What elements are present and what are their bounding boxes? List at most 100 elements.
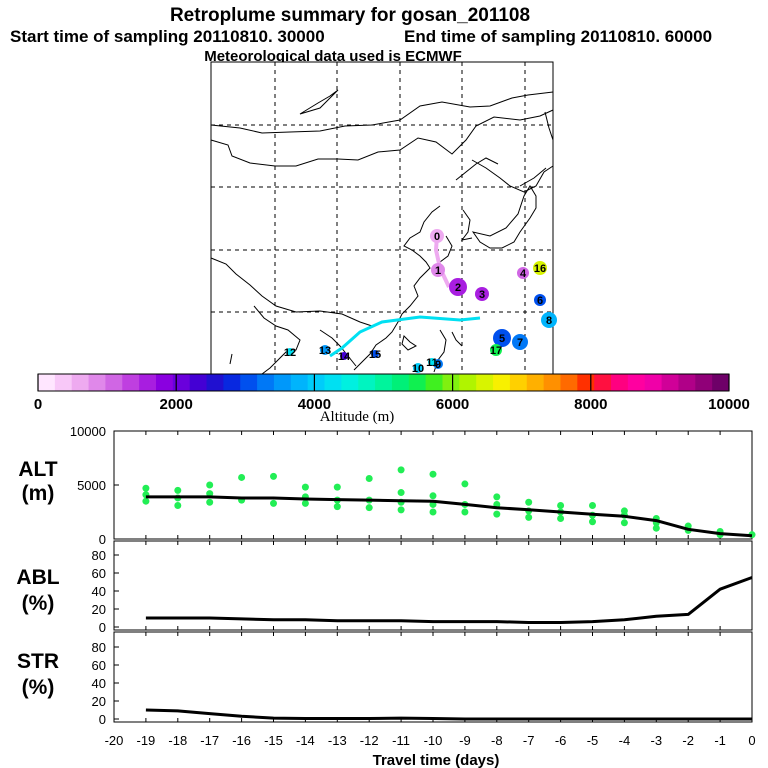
altitude-scatter-point bbox=[206, 498, 214, 506]
altitude-scatter-point bbox=[174, 502, 182, 510]
met-data-label: Meteorological data used is ECMWF bbox=[204, 48, 462, 65]
map-point-8: 8 bbox=[541, 312, 557, 328]
map-point-marker bbox=[541, 312, 557, 328]
figure-title: Retroplume summary for gosan_201108 bbox=[170, 5, 530, 26]
colorbar-swatch bbox=[611, 374, 629, 391]
map-point-4: 4 bbox=[517, 267, 529, 280]
y-tick-label: 40 bbox=[92, 676, 106, 691]
abl-panel: 0 20 40 60 80 bbox=[92, 540, 753, 635]
colorbar-swatch bbox=[493, 374, 511, 391]
x-tick-label: -11 bbox=[392, 733, 410, 748]
trajectory-path-upper bbox=[433, 235, 451, 288]
alt-panel: 0 5000 10000 bbox=[70, 424, 756, 547]
map-point-2: 2 bbox=[449, 278, 467, 296]
map-point-label: 9 bbox=[435, 359, 441, 371]
colorbar-swatch bbox=[206, 374, 224, 391]
map-point-label: 0 bbox=[434, 231, 440, 243]
colorbar-swatch bbox=[189, 374, 208, 391]
colorbar-swatch bbox=[307, 374, 326, 391]
map-point-label: 16 bbox=[534, 263, 546, 275]
altitude-scatter-point bbox=[301, 483, 309, 491]
str-panel-label: STR bbox=[17, 650, 59, 673]
map-point-14: 14 bbox=[338, 351, 351, 363]
x-tick-label: -12 bbox=[360, 733, 379, 748]
altitude-scatter-point bbox=[206, 481, 214, 489]
colorbar-tick-label: 8000 bbox=[574, 396, 607, 413]
abl-panel-label: ABL bbox=[16, 566, 59, 589]
altitude-scatter-point bbox=[652, 524, 660, 532]
colorbar-tick-label: 0 bbox=[34, 396, 42, 413]
altitude-scatter-point bbox=[397, 466, 405, 474]
alt-panel-label: ALT bbox=[18, 458, 57, 481]
altitude-scatter-point bbox=[270, 472, 277, 480]
altitude-scatter-point bbox=[270, 499, 277, 507]
colorbar-swatch bbox=[577, 374, 595, 391]
map-point-17: 17 bbox=[490, 344, 502, 357]
colorbar-swatch bbox=[155, 374, 174, 391]
x-tick-label: -9 bbox=[459, 733, 471, 748]
start-time-label: Start time of sampling 20110810. 30000 bbox=[10, 27, 325, 46]
colorbar-swatch bbox=[408, 374, 427, 391]
y-tick-label: 5000 bbox=[77, 478, 106, 493]
str-panel-frame bbox=[113, 631, 753, 723]
map-point-marker bbox=[493, 329, 511, 347]
altitude-scatter-point bbox=[333, 483, 341, 491]
colorbar-swatch bbox=[678, 374, 696, 391]
altitude-scatter-point bbox=[589, 518, 596, 526]
altitude-scatter-point bbox=[525, 498, 533, 506]
x-tick-label: -13 bbox=[328, 733, 347, 748]
altitude-scatter-point bbox=[333, 503, 341, 511]
map-point-label: 2 bbox=[455, 282, 461, 294]
colorbar-swatch bbox=[71, 374, 90, 391]
map-point-marker bbox=[512, 334, 528, 350]
colorbar-swatch bbox=[442, 374, 460, 391]
map-point-label: 3 bbox=[479, 289, 485, 301]
y-tick-label: 10000 bbox=[70, 424, 106, 439]
colorbar-tick-label: 10000 bbox=[708, 396, 750, 413]
x-tick-label: -15 bbox=[264, 733, 283, 748]
map-point-marker bbox=[534, 294, 546, 306]
end-time-label: End time of sampling 20110810. 60000 bbox=[404, 27, 712, 46]
altitude-scatter-point bbox=[301, 499, 309, 507]
colorbar-swatch bbox=[543, 374, 561, 391]
altitude-scatter-point bbox=[557, 514, 565, 522]
colorbar-swatch bbox=[476, 374, 494, 391]
altitude-scatter-point bbox=[142, 497, 150, 505]
colorbar-swatch bbox=[273, 374, 292, 391]
map-point-label: 5 bbox=[499, 333, 505, 345]
colorbar-swatch bbox=[509, 374, 528, 391]
map-point-marker bbox=[320, 345, 330, 355]
y-tick-label: 80 bbox=[92, 548, 106, 563]
colorbar-swatch bbox=[712, 374, 730, 391]
colorbar-swatch bbox=[122, 374, 140, 391]
colorbar-swatch bbox=[38, 374, 56, 391]
altitude-scatter-point bbox=[174, 486, 182, 494]
alt-series-line bbox=[145, 495, 753, 538]
x-tick-label: -3 bbox=[651, 733, 663, 748]
altitude-scatter-point bbox=[493, 493, 501, 501]
altitude-scatter-point bbox=[397, 489, 405, 497]
colorbar-swatch bbox=[661, 374, 679, 391]
colorbar-swatch bbox=[341, 374, 359, 391]
y-tick-label: 80 bbox=[92, 640, 106, 655]
colorbar-swatch bbox=[560, 374, 578, 391]
map-point-label: 10 bbox=[412, 363, 424, 375]
x-axis-title: Travel time (days) bbox=[373, 752, 500, 768]
colorbar-swatch bbox=[223, 374, 241, 391]
altitude-scatter-point bbox=[142, 484, 150, 492]
altitude-scatter-point bbox=[238, 473, 246, 481]
colorbar-swatch bbox=[425, 374, 443, 391]
colorbar-label: Altitude (m) bbox=[320, 409, 395, 425]
colorbar-swatch bbox=[594, 374, 612, 391]
map-point-label: 12 bbox=[284, 347, 296, 359]
colorbar-swatch bbox=[257, 374, 275, 391]
y-tick-label: 20 bbox=[92, 602, 106, 617]
x-tick-label: -7 bbox=[523, 733, 535, 748]
x-tick-label: -2 bbox=[682, 733, 694, 748]
map-point-marker bbox=[340, 352, 348, 360]
altitude-scatter-point bbox=[461, 480, 469, 488]
colorbar-swatch bbox=[695, 374, 713, 391]
map-point-marker bbox=[475, 287, 489, 301]
